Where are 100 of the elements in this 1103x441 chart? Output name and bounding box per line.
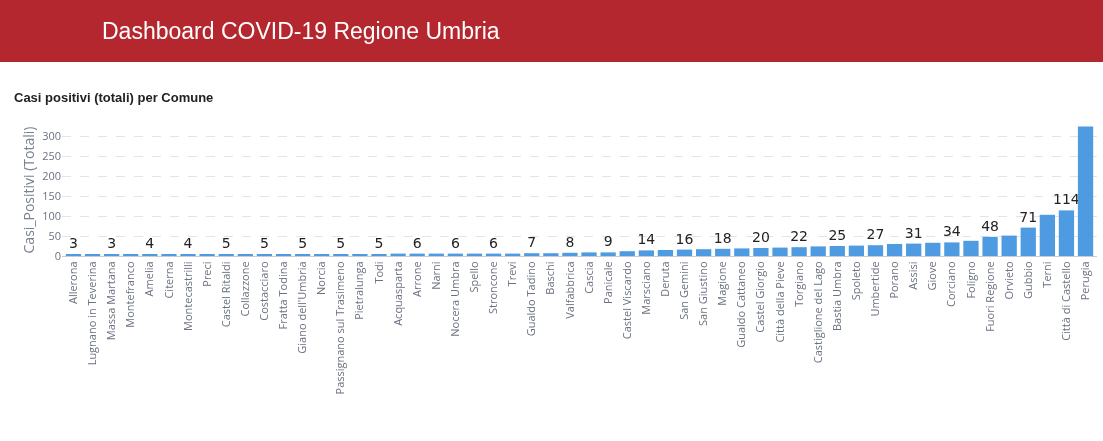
x-tick-label: Orvieto [1000,261,1016,300]
bar [886,244,903,256]
x-tick-label: Magione [714,261,730,306]
bar [524,253,540,256]
x-tick-label: Massa Martana [103,261,119,341]
data-label: 4 [183,235,193,251]
x-tick-label: Giano dell'Umbria [294,261,310,354]
bar [944,242,960,256]
x-tick-label: San Gemini [676,261,692,320]
x-tick-label: Giove [924,261,940,291]
bar [600,252,616,256]
x-tick-label: Fuori Regione [981,261,997,332]
bar [791,247,807,256]
bar [982,236,998,256]
bar [1058,210,1075,256]
x-tick-label: Spello [466,261,482,293]
x-tick-label: Allerona [65,261,81,305]
y-tick-label: 300 [42,127,61,143]
data-label: 5 [336,235,346,251]
data-label: 4 [145,235,155,251]
x-tick-label: Baschi [542,261,558,295]
bar [925,242,941,256]
bar [734,248,750,256]
y-axis-title: Casi_Positivi (Totali) [18,126,38,254]
data-label: 6 [450,234,460,251]
data-label: 3 [107,235,117,251]
x-tick-label: Preci [198,261,214,287]
bar [772,247,788,256]
data-label: 27 [866,226,885,243]
x-tick-label: Castel Viscardo [618,261,634,340]
x-tick-label: Lugnano in Teverina [84,261,100,366]
x-tick-label: Todi [370,261,386,284]
data-label: 22 [790,228,809,245]
data-label: 25 [828,227,847,243]
x-tick-label: Torgiano [790,261,806,307]
data-label: 20 [752,229,770,245]
x-tick-label: Passignano sul Trasimeno [332,261,348,395]
x-tick-label: Bastia Umbra [828,261,844,332]
x-tick-label: Montecastrilli [179,261,195,331]
y-tick-label: 100 [42,207,61,223]
x-tick-label: Fratta Todina [275,261,291,330]
x-tick-label: Cascia [580,261,596,294]
bar [715,248,731,256]
bar [676,249,693,256]
x-tick-label: Deruta [657,261,673,297]
x-tick-label: Nocera Umbra [446,261,462,337]
bar [1001,235,1017,256]
x-tick-label: Norcia [313,261,329,295]
bar [963,240,979,256]
x-tick-label: Arrone [408,261,424,297]
bar [1039,214,1055,256]
bar [657,250,674,256]
x-tick-label: Citerna [160,261,176,299]
x-tick-label: Gualdo Cattaneo [733,261,749,348]
x-tick-label: Trevi [504,261,520,287]
x-tick-label: Castel Ritaldi [217,261,233,328]
y-tick-label: 50 [48,227,61,243]
y-tick-label: 150 [42,187,61,203]
data-label: 31 [904,224,923,241]
bar [543,253,559,256]
bar [848,245,865,256]
chart-subtitle: Casi positivi (totali) per Comune [14,90,214,105]
data-label: 7 [527,234,537,251]
data-label: 5 [298,235,308,251]
x-tick-label: Assisi [905,261,921,290]
data-label: 9 [603,233,613,250]
x-tick-label: San Giustino [695,261,711,326]
y-tick-label: 0 [54,247,61,263]
data-label: 114 [1053,191,1080,208]
x-tick-label: Collazzone [236,261,252,317]
x-tick-label: Montefranco [122,261,138,328]
bar [695,249,712,256]
data-label: 8 [565,233,575,250]
data-label: 18 [713,229,732,246]
x-tick-label: Gualdo Tadino [523,261,539,337]
data-label: 5 [221,235,231,251]
x-tick-label: Marsciano [637,261,653,315]
bar [810,246,826,256]
x-tick-label: Corciano [943,261,959,307]
bar [1020,227,1036,256]
x-tick-label: Foligno [962,261,978,299]
x-tick-label: Valfabbrica [561,261,577,319]
x-tick-label: Costacciaro [256,261,271,321]
bar [562,252,578,256]
x-tick-label: Città della Pieve [771,261,787,343]
bar [638,250,654,256]
x-tick-label: Pietralunga [351,261,367,320]
x-tick-label: Spoleto [847,261,863,301]
data-label: 14 [637,231,656,248]
bar [867,245,884,256]
data-label: 5 [374,235,384,251]
x-tick-label: Stroncone [485,261,501,315]
x-tick-label: Narni [427,261,443,290]
y-tick-label: 250 [42,147,61,163]
data-label: 5 [259,235,269,251]
data-label: 3 [69,235,78,251]
x-tick-label: Perugia [1077,261,1093,301]
data-label: 48 [981,217,999,234]
x-tick-label: Città di Castello [1058,261,1074,341]
x-tick-label: Porano [886,261,902,299]
